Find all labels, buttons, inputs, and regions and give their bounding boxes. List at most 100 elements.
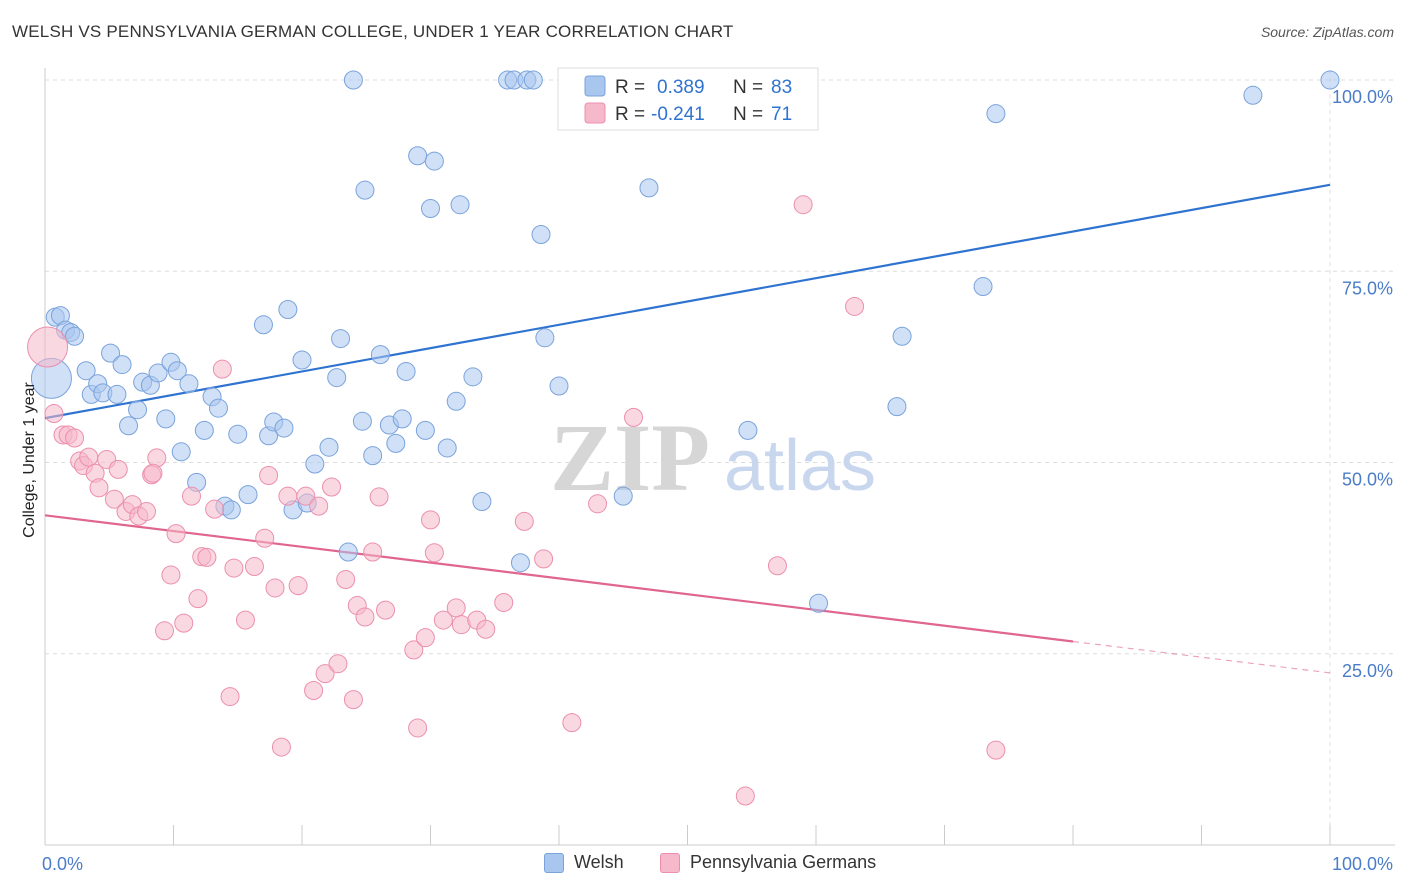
welsh-point-26	[208, 398, 228, 418]
legend-r-label-1: R =	[615, 77, 645, 98]
legend-r-value-2: -0.241	[651, 104, 705, 125]
pa-point-43	[322, 477, 342, 497]
pa-point-39	[296, 486, 316, 506]
pa-point-37	[278, 486, 298, 506]
welsh-point-10	[101, 343, 121, 363]
welsh-point-78	[973, 277, 993, 297]
bottom-legend: Welsh Pennsylvania Germans	[0, 852, 1406, 878]
bottom-legend-pa: Pennsylvania Germans	[660, 852, 876, 873]
pa-point-11	[104, 489, 124, 509]
pa-trend-line-dashed	[1072, 640, 1331, 674]
pa-point-63	[514, 511, 534, 531]
welsh-point-18	[156, 409, 176, 429]
welsh-point-54	[415, 420, 435, 440]
welsh-point-20	[167, 361, 187, 381]
pa-point-0	[27, 326, 69, 368]
welsh-point-80	[1320, 70, 1340, 90]
legend-swatch-welsh	[584, 75, 606, 97]
pa-point-34	[259, 466, 279, 486]
welsh-point-17	[148, 363, 168, 383]
pa-point-20	[161, 565, 181, 585]
pa-point-71	[845, 296, 865, 316]
welsh-point-6	[76, 361, 96, 381]
pa-point-62	[494, 592, 514, 612]
pa-point-27	[205, 499, 225, 519]
pa-point-46	[343, 690, 363, 710]
welsh-point-77	[986, 104, 1006, 124]
welsh-trend-line	[44, 183, 1331, 420]
pa-point-16	[137, 501, 157, 521]
pa-point-33	[255, 528, 275, 548]
chart-title: WELSH VS PENNSYLVANIA GERMAN COLLEGE, UN…	[12, 22, 734, 41]
welsh-point-68	[535, 328, 555, 348]
welsh-point-40	[319, 437, 339, 457]
pa-point-64	[534, 549, 554, 569]
welsh-point-53	[408, 146, 428, 166]
welsh-point-58	[446, 391, 466, 411]
x-tick-label-0: 0.0%	[42, 854, 83, 874]
welsh-point-24	[194, 420, 214, 440]
y-axis-title: College, Under 1 year	[21, 382, 38, 538]
pa-point-1	[44, 404, 64, 424]
pa-point-70	[793, 195, 813, 215]
welsh-point-13	[119, 416, 139, 436]
pa-point-40	[304, 680, 324, 700]
welsh-point-34	[274, 418, 294, 438]
pa-point-58	[446, 598, 466, 618]
legend-n-label-1: N =	[733, 77, 763, 98]
welsh-point-55	[421, 199, 440, 219]
welsh-point-66	[523, 70, 543, 90]
bottom-legend-welsh: Welsh	[544, 852, 624, 873]
pa-point-23	[181, 486, 201, 506]
pa-point-53	[408, 718, 428, 738]
welsh-point-28	[221, 500, 241, 520]
pa-point-30	[224, 558, 244, 578]
legend-r-label-2: R =	[615, 104, 645, 125]
welsh-point-73	[738, 420, 758, 440]
welsh-point-52	[396, 361, 416, 381]
pa-point-55	[421, 510, 440, 530]
pa-point-36	[271, 737, 291, 757]
pa-point-52	[404, 640, 424, 660]
welsh-point-45	[352, 411, 372, 431]
pa-point-41	[309, 496, 329, 516]
bottom-legend-label-welsh: Welsh	[574, 852, 624, 872]
pa-point-73	[143, 463, 163, 483]
pa-point-45	[336, 570, 356, 590]
y-tick-label-2: 75.0%	[1342, 278, 1393, 298]
welsh-point-11	[107, 384, 127, 404]
welsh-point-59	[450, 195, 470, 215]
y-tick-label-1: 50.0%	[1342, 470, 1393, 490]
welsh-point-22	[179, 374, 199, 394]
welsh-point-50	[386, 433, 406, 453]
pa-point-48	[355, 607, 375, 627]
pa-point-19	[155, 621, 175, 641]
legend-n-value-1: 83	[771, 77, 792, 98]
pa-point-56	[424, 543, 444, 563]
x-tick-label-1: 100.0%	[1332, 854, 1393, 874]
welsh-point-30	[238, 485, 258, 505]
pa-point-65	[562, 713, 582, 733]
pa-point-57	[433, 610, 453, 630]
pa-point-68	[735, 786, 755, 806]
pa-point-9	[89, 478, 109, 498]
welsh-point-64	[510, 553, 530, 573]
welsh-point-47	[363, 446, 383, 466]
welsh-point-46	[355, 180, 375, 200]
legend-n-value-2: 71	[771, 104, 792, 125]
pa-point-4	[65, 428, 85, 448]
legend-swatch-pa	[584, 102, 606, 124]
pa-point-54	[415, 628, 435, 648]
bottom-legend-label-pa: Pennsylvania Germans	[690, 852, 877, 872]
welsh-point-31	[253, 315, 273, 335]
pa-point-7	[79, 447, 99, 467]
pa-point-24	[188, 589, 208, 609]
welsh-point-79	[1243, 85, 1263, 105]
pa-point-35	[265, 578, 285, 598]
welsh-point-5	[65, 326, 85, 346]
pa-point-22	[174, 613, 194, 633]
pa-point-51	[376, 600, 396, 620]
welsh-point-35	[278, 300, 298, 319]
pa-point-50	[369, 487, 389, 507]
welsh-point-29	[228, 424, 248, 444]
